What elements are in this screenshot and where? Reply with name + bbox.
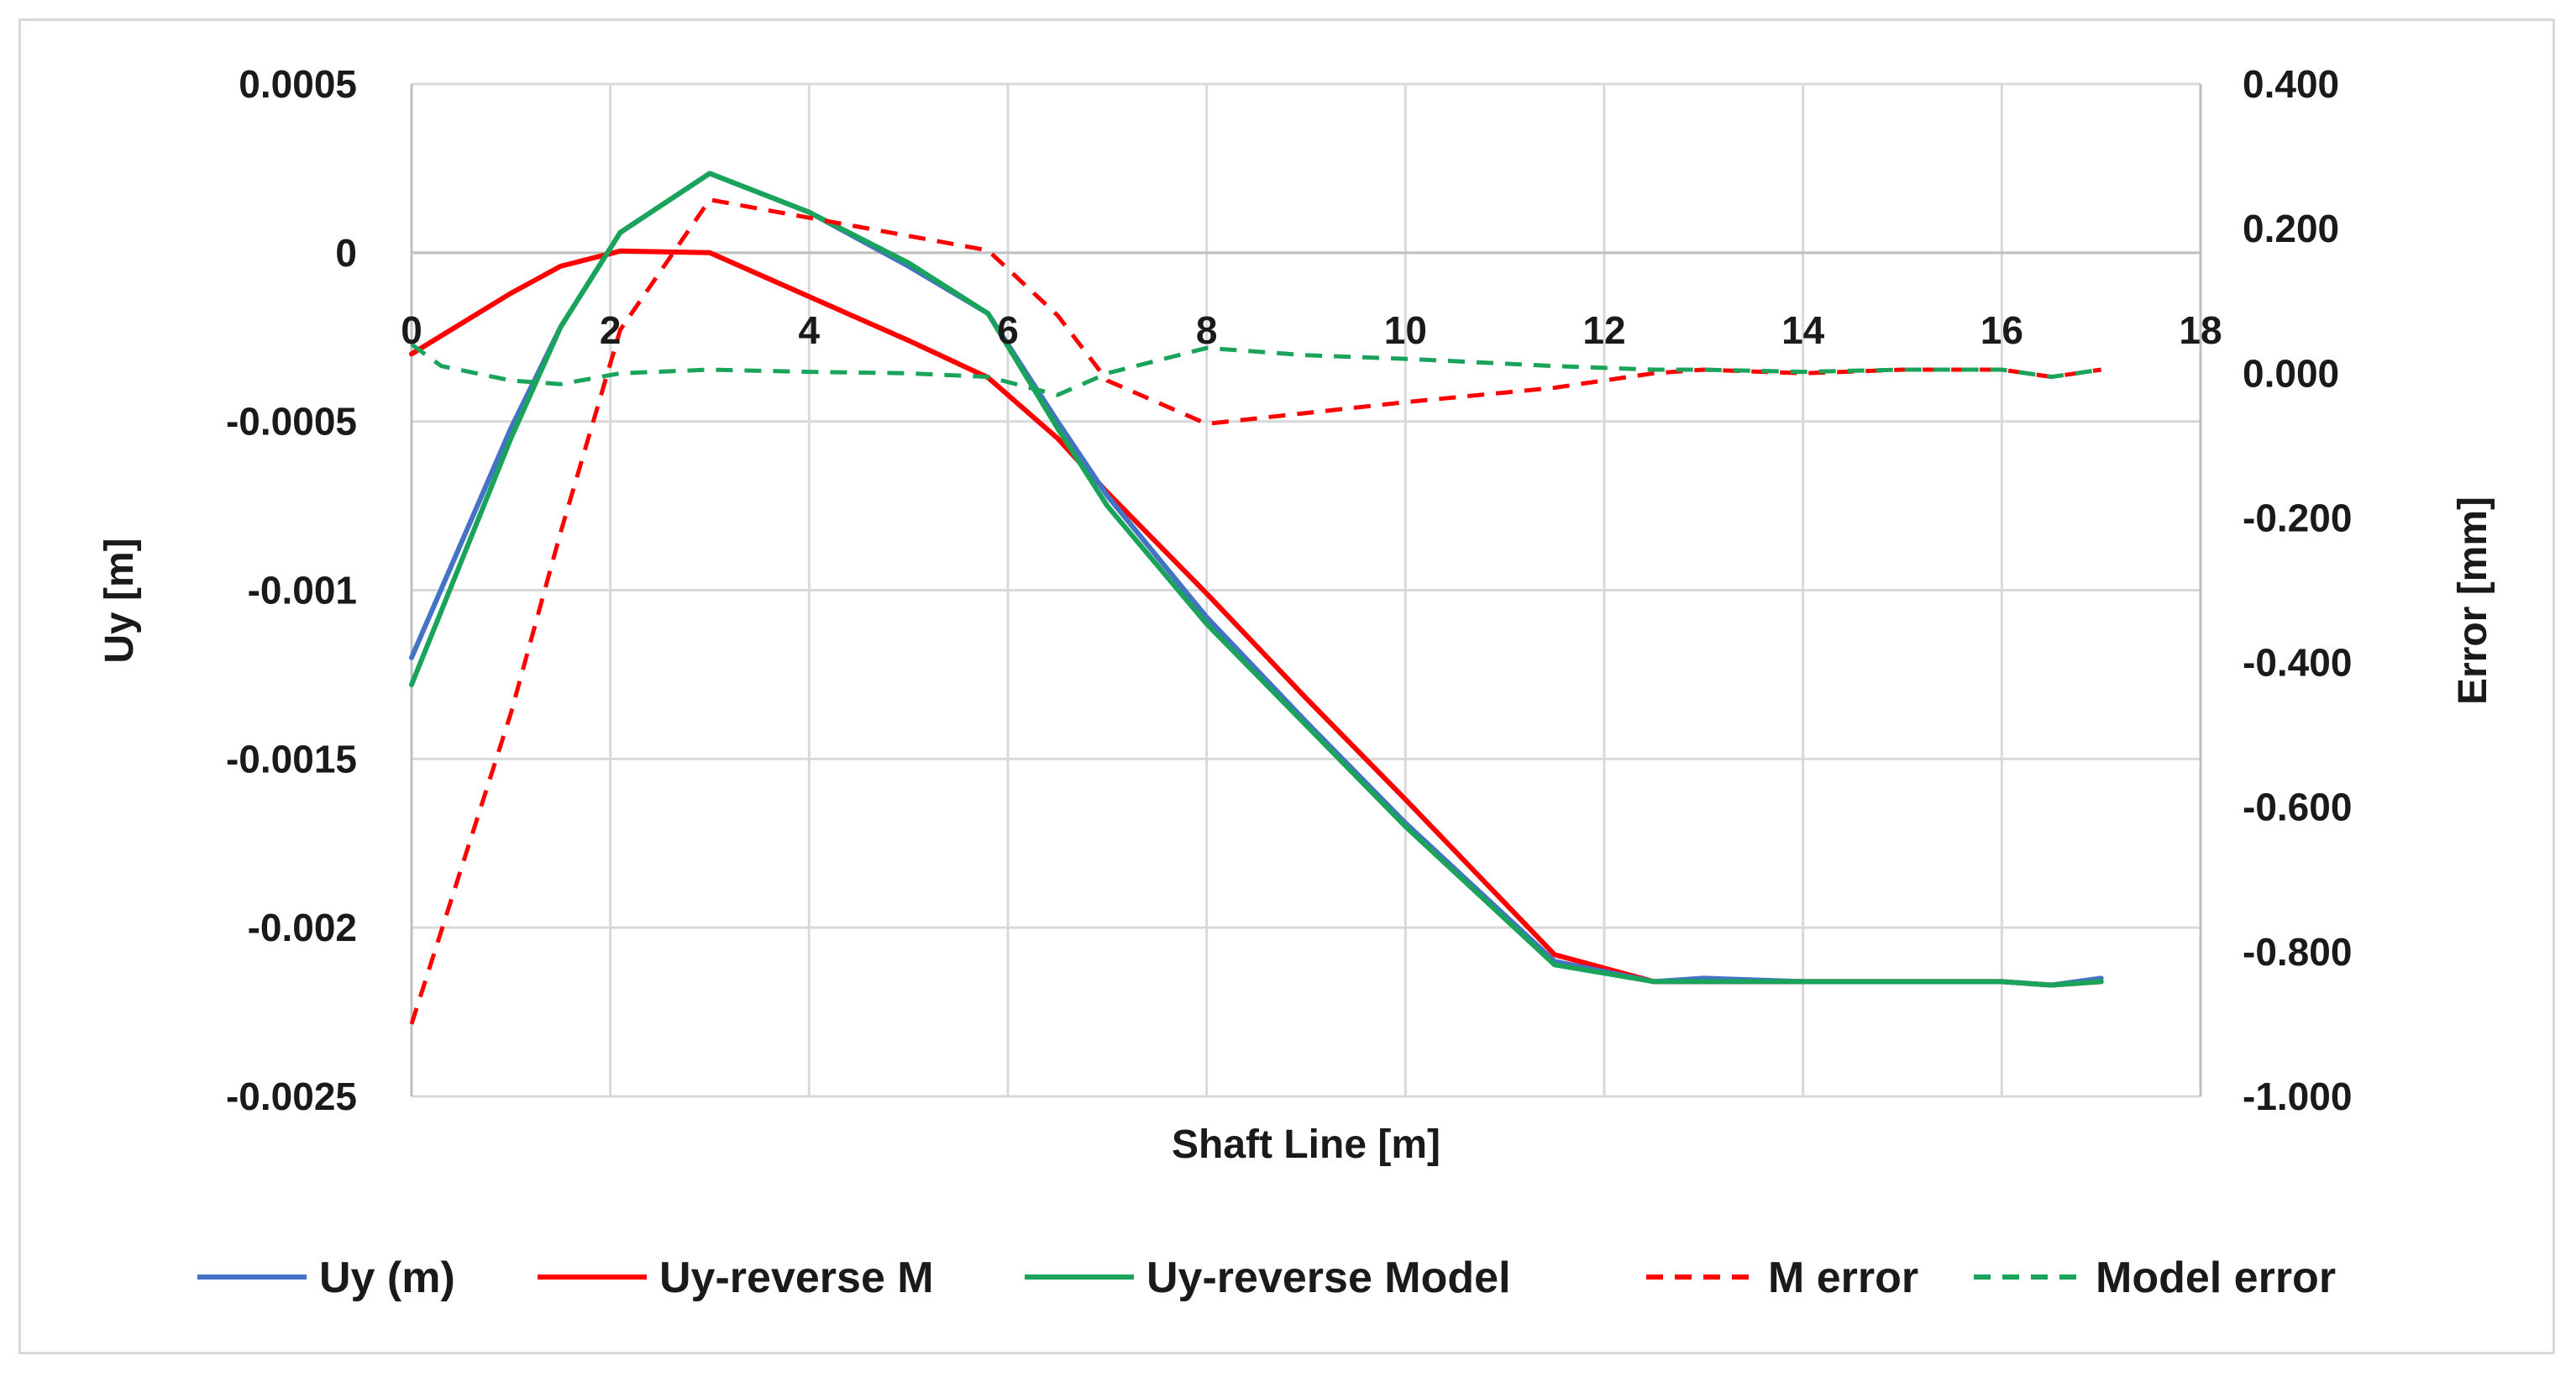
series-lines: [409, 171, 2104, 1025]
chart-frame: [18, 18, 2555, 1354]
x-tick-label: 6: [997, 308, 1019, 352]
series-line-model-error: [410, 342, 2102, 397]
series-line-uy-reverse-m: [409, 248, 2104, 988]
legend-label-m-error: M error: [1768, 1253, 1918, 1302]
gridlines: [410, 82, 2202, 1098]
y-axis-right-title: Error [mm]: [2451, 497, 2495, 705]
x-tick-label: 0: [401, 308, 422, 352]
y-right-tick-label: -1.000: [2243, 1075, 2352, 1118]
x-tick-label: 12: [1582, 308, 1625, 352]
x-tick-label: 10: [1384, 308, 1427, 352]
y-right-tick-label: -0.800: [2243, 930, 2352, 974]
series-line-uy-m: [409, 171, 2104, 988]
x-tick-label: 16: [1981, 308, 2023, 352]
x-tick-label: 2: [600, 308, 622, 352]
x-tick-label: 14: [1781, 308, 1825, 352]
x-tick-label: 8: [1196, 308, 1218, 352]
y-right-tick-label: 0.000: [2243, 351, 2339, 395]
y-left-tick-label: -0.001: [248, 569, 357, 612]
y-left-tick-label: -0.0005: [226, 400, 357, 444]
y-left-tick-label: -0.0015: [226, 737, 357, 780]
legend: Uy (m) Uy-reverse M Uy-reverse Model M erro…: [197, 1253, 2336, 1302]
series-line-uy-reverse-model: [409, 171, 2104, 988]
x-tick-label: 4: [799, 308, 821, 352]
y-left-tick-label: -0.002: [248, 906, 357, 949]
y-left-tick-label: -0.0025: [226, 1075, 357, 1118]
y-axis-left-title: Uy [m]: [97, 538, 142, 663]
y-right-tick-label: -0.600: [2243, 786, 2352, 829]
x-tick-label: 18: [2179, 308, 2222, 352]
y-right-tick-label: -0.200: [2243, 496, 2352, 539]
y-right-tick-label: 0.400: [2243, 62, 2339, 106]
legend-label-uy-reverse-m: Uy-reverse M: [659, 1253, 934, 1302]
y-left-tick-label: 0: [335, 231, 357, 275]
legend-label-uy-reverse-model: Uy-reverse Model: [1146, 1253, 1511, 1302]
x-axis-title: Shaft Line [m]: [1172, 1122, 1440, 1167]
series-line-m-error: [409, 197, 2102, 1025]
y-right-tick-label: 0.200: [2243, 207, 2339, 250]
y-right-tick-label: -0.400: [2243, 641, 2352, 685]
legend-label-model-error: Model error: [2096, 1253, 2336, 1302]
legend-label-uy-m: Uy (m): [319, 1253, 455, 1302]
tick-labels: 0 2 4 6 8 10 12 14 16 18 0.0005 0 -0.0005 -0.001 -0.00…: [226, 62, 2352, 1118]
y-left-tick-label: 0.0005: [239, 62, 357, 106]
